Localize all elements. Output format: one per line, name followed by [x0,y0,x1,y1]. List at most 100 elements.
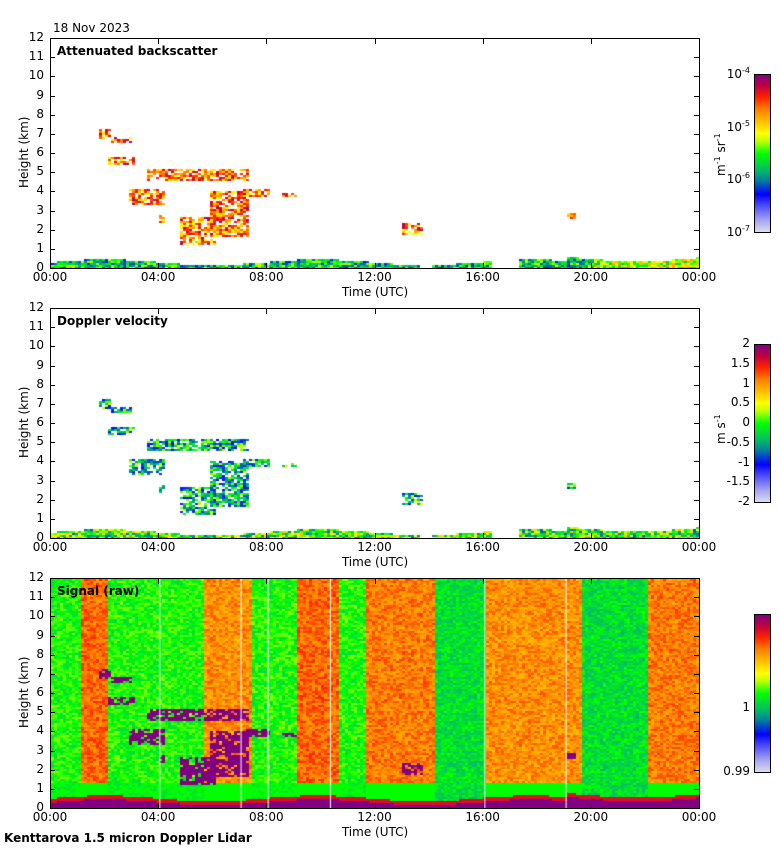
colorbar-exponent: -4 [742,66,750,75]
y-tick-label: 7 [36,125,44,140]
y-tick-mark [50,423,55,424]
x-tick-mark [482,39,484,44]
colorbar-exponent: -5 [742,118,750,128]
x-tick-mark [50,803,51,808]
x-tick-mark [699,39,700,44]
x-tick-mark [374,579,376,584]
y-tick-mark [694,114,699,116]
colorbar-tick-label: -1.5 [726,474,750,489]
x-tick-mark [266,579,268,584]
x-tick-mark [158,39,160,44]
y-tick-label: 7 [36,395,44,410]
velocity-panel: Doppler velocity [50,308,700,539]
y-tick-mark [694,346,699,348]
colorbar-tick-label: 1 [742,700,750,714]
x-tick-label: 00:00 [32,270,68,284]
x-tick-mark [266,533,268,538]
x-tick-mark [158,309,160,314]
y-tick-label: 9 [36,627,44,642]
x-tick-label: 16:00 [465,270,500,284]
velocity-colorbar [754,344,771,503]
signal-heatmap [51,579,699,808]
y-axis-label: Height (km) [17,656,31,728]
x-tick-label: 00:00 [681,810,717,824]
x-tick-mark [482,803,484,808]
y-tick-label: 8 [36,106,44,121]
y-tick-mark [694,538,699,539]
colorbar-tick-label: 0.99 [723,764,750,778]
y-tick-mark [694,769,699,771]
y-tick-mark [50,538,55,539]
y-tick-label: 3 [36,742,44,757]
y-tick-mark [50,384,55,386]
x-tick-label: 00:00 [681,270,717,284]
x-tick-label: 20:00 [573,270,609,284]
signal-colorbar [754,614,771,773]
colorbar-tick-label: 0.5 [730,395,750,410]
x-tick-mark [699,579,700,584]
y-tick-mark [50,153,55,154]
backscatter-unit: m-1 sr-1 [713,133,728,176]
y-tick-label: 12 [28,300,44,314]
backscatter-panel: Attenuated backscatter [50,38,700,269]
x-tick-mark [158,803,160,808]
x-tick-mark [482,263,484,268]
y-tick-mark [50,210,55,212]
colorbar-tick-label: 10-4 [726,66,750,81]
y-tick-label: 12 [28,30,44,44]
x-tick-mark [266,39,268,44]
colorbar-tick-label: 0 [742,415,750,429]
y-tick-label: 4 [36,453,44,468]
x-tick-mark [50,263,51,268]
x-tick-label: 20:00 [573,540,609,554]
y-axis-label: Height (km) [17,116,31,188]
x-tick-label: 00:00 [32,540,68,554]
y-tick-mark [50,327,55,329]
instrument-footer: Kenttarova 1.5 micron Doppler Lidar [4,831,252,845]
y-tick-label: 2 [36,491,44,506]
y-tick-mark [50,635,55,637]
colorbar-tick-label: 10-6 [726,171,750,187]
y-tick-mark [694,248,699,250]
colorbar-exponent: -7 [742,224,750,233]
x-axis-label: Time (UTC) [341,285,409,299]
x-tick-label: 08:00 [249,540,284,554]
x-tick-mark [50,39,51,44]
y-tick-label: 2 [36,221,44,236]
x-tick-mark [590,263,592,268]
y-tick-mark [50,365,55,367]
x-tick-label: 04:00 [140,810,176,824]
colorbar-tick-label: -2 [738,494,750,508]
x-axis-label: Time (UTC) [341,555,409,569]
y-tick-mark [50,461,55,463]
x-tick-mark [158,579,160,584]
y-tick-mark [50,673,55,675]
y-tick-mark [50,57,55,59]
x-tick-label: 04:00 [140,540,176,554]
y-tick-mark [694,384,699,386]
y-tick-mark [694,788,699,790]
y-tick-mark [50,731,55,733]
y-tick-mark [694,423,699,424]
x-tick-label: 00:00 [32,810,68,824]
y-tick-mark [50,76,55,78]
y-tick-mark [694,693,699,694]
x-tick-mark [590,39,592,44]
x-tick-label: 16:00 [465,540,500,554]
x-tick-label: 12:00 [357,270,392,284]
y-tick-mark [694,365,699,367]
colorbar-tick-label: -1 [738,454,750,469]
y-tick-mark [694,731,699,733]
y-tick-mark [50,442,55,444]
y-tick-mark [694,578,699,579]
y-tick-mark [694,308,699,309]
y-tick-mark [694,750,699,752]
y-tick-mark [50,578,55,579]
y-tick-mark [694,480,699,482]
signal-title: Signal (raw) [57,584,140,598]
x-tick-mark [266,263,268,268]
y-tick-mark [694,76,699,78]
y-tick-label: 7 [36,665,44,680]
y-tick-mark [50,788,55,790]
y-tick-mark [50,769,55,771]
